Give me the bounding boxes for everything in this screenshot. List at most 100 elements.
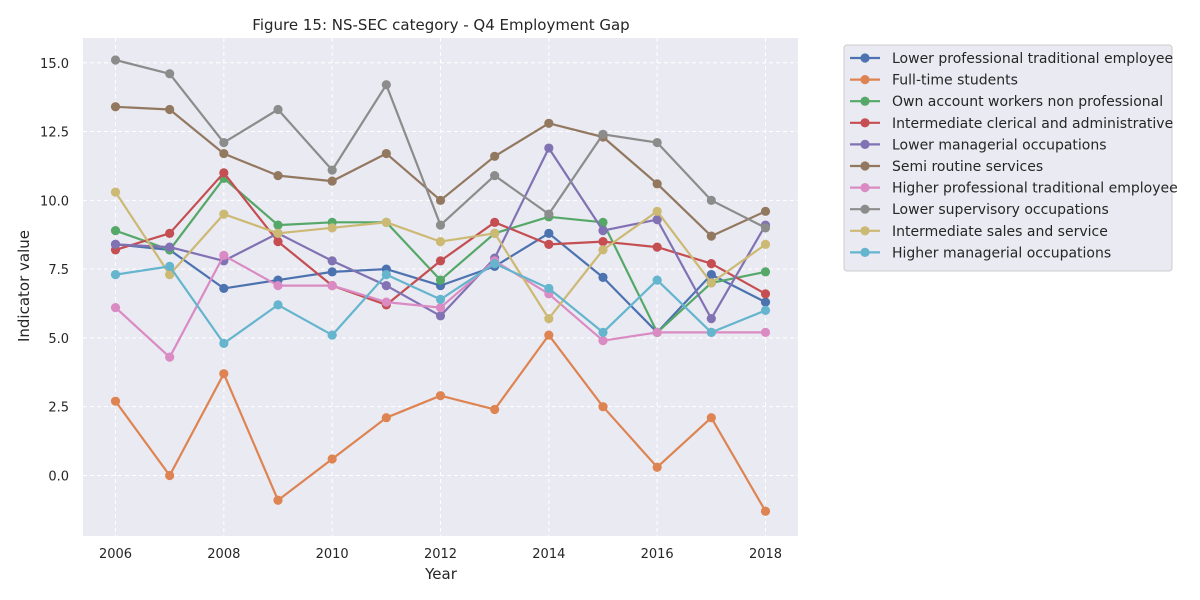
series-2 xyxy=(110,330,771,516)
data-point xyxy=(327,165,337,175)
legend-label: Own account workers non professional xyxy=(892,94,1163,110)
legend-label: Intermediate clerical and administrative xyxy=(892,116,1173,132)
legend-label: Semi routine services xyxy=(892,159,1043,175)
data-point xyxy=(490,228,500,238)
y-tick-label: 7.5 xyxy=(48,263,69,278)
data-point xyxy=(652,242,662,252)
data-point xyxy=(598,225,608,236)
legend-item: Intermediate sales and service xyxy=(850,224,1108,240)
data-point xyxy=(760,267,771,277)
x-tick-label: 2010 xyxy=(316,547,349,562)
data-point xyxy=(598,402,608,412)
data-point xyxy=(165,228,175,238)
data-point xyxy=(544,209,554,219)
data-point xyxy=(706,314,716,324)
data-point xyxy=(544,143,554,153)
data-point xyxy=(598,129,608,139)
data-point xyxy=(652,179,662,189)
data-point xyxy=(760,239,771,249)
data-point xyxy=(273,495,283,505)
data-point xyxy=(327,176,337,186)
data-point xyxy=(760,206,771,216)
data-point xyxy=(165,261,175,271)
legend-item: Full-time students xyxy=(850,73,1018,89)
legend-item: Intermediate clerical and administrative xyxy=(850,116,1173,132)
legend-swatch-marker xyxy=(860,226,870,236)
x-tick-label: 2014 xyxy=(532,547,565,562)
data-point xyxy=(327,330,337,340)
data-point xyxy=(110,55,121,65)
data-point xyxy=(760,305,771,315)
data-point xyxy=(598,336,608,346)
legend-swatch-marker xyxy=(860,139,870,149)
legend-label: Lower supervisory occupations xyxy=(892,202,1109,218)
y-axis-ticks: 0.0 2.5 5.0 7.5 10.0 12.5 15.0 xyxy=(40,57,69,485)
legend-item: Higher managerial occupations xyxy=(850,245,1111,261)
data-point xyxy=(435,275,446,285)
y-tick-label: 0.0 xyxy=(48,469,69,484)
data-point xyxy=(381,148,391,159)
data-point xyxy=(165,352,175,362)
legend-label: Higher professional traditional employee xyxy=(892,181,1178,197)
data-point xyxy=(273,104,283,115)
data-point xyxy=(165,470,175,481)
legend-swatch-marker xyxy=(860,183,870,193)
data-point xyxy=(435,256,446,266)
data-point xyxy=(490,217,500,227)
data-point xyxy=(273,300,283,310)
data-point xyxy=(544,330,554,340)
data-point xyxy=(490,151,500,161)
data-point xyxy=(165,242,175,252)
data-point xyxy=(110,102,121,112)
data-point xyxy=(165,270,175,280)
legend-swatch-marker xyxy=(860,247,870,257)
data-point xyxy=(652,206,662,216)
y-axis-label: Indicator value xyxy=(15,230,33,342)
x-tick-label: 2012 xyxy=(424,547,457,562)
data-point xyxy=(760,289,771,299)
legend-item: Own account workers non professional xyxy=(850,94,1163,110)
x-axis-label: Year xyxy=(424,565,458,583)
data-point xyxy=(219,369,229,379)
data-point xyxy=(435,311,446,321)
data-point xyxy=(598,245,608,255)
series-10 xyxy=(110,259,771,349)
legend-item: Lower supervisory occupations xyxy=(850,202,1109,218)
data-point xyxy=(544,314,554,324)
data-point xyxy=(327,223,337,233)
data-point xyxy=(435,237,446,247)
data-point xyxy=(273,281,283,291)
data-point xyxy=(652,137,662,148)
x-tick-label: 2018 xyxy=(749,547,782,562)
legend-label: Higher managerial occupations xyxy=(892,245,1111,261)
data-point xyxy=(219,148,229,159)
series-6 xyxy=(110,102,771,241)
data-point xyxy=(165,104,175,115)
data-point xyxy=(652,462,662,472)
data-point xyxy=(706,278,716,288)
data-point xyxy=(706,327,716,337)
x-tick-label: 2006 xyxy=(99,547,132,562)
data-point xyxy=(598,237,608,247)
data-point xyxy=(544,228,554,238)
data-point xyxy=(544,118,554,128)
x-axis-ticks: 2006 2008 2010 2012 2014 2016 2018 xyxy=(99,547,782,562)
data-point xyxy=(435,391,446,401)
data-point xyxy=(110,396,121,406)
legend-swatch-marker xyxy=(860,75,870,85)
data-point xyxy=(435,303,446,313)
data-point xyxy=(219,209,229,219)
data-point xyxy=(273,228,283,238)
data-point xyxy=(760,297,771,307)
data-point xyxy=(381,413,391,423)
data-point xyxy=(110,187,121,197)
data-point xyxy=(110,225,121,236)
legend-swatch-marker xyxy=(860,161,870,171)
data-point xyxy=(706,231,716,241)
data-point xyxy=(706,259,716,269)
legend-item: Lower managerial occupations xyxy=(850,137,1107,153)
data-point xyxy=(327,281,337,291)
legend-label: Lower managerial occupations xyxy=(892,137,1107,153)
x-tick-label: 2008 xyxy=(207,547,240,562)
data-point xyxy=(381,80,391,90)
